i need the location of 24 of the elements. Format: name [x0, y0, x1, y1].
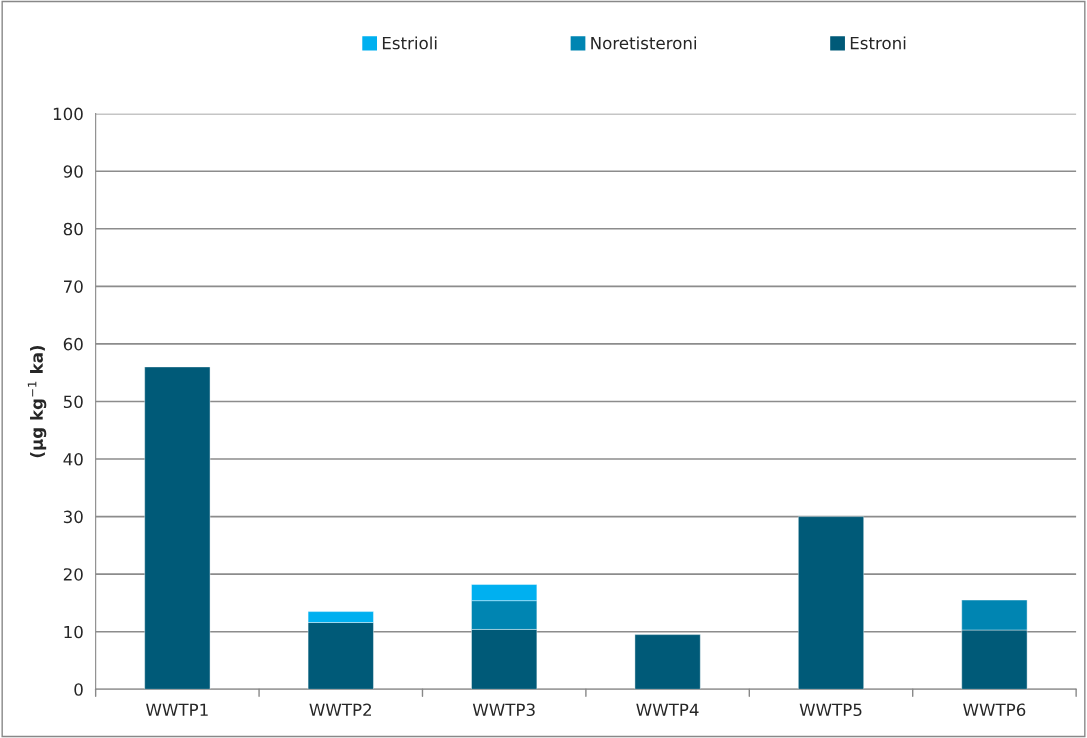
y-tick-label: 80 [63, 222, 83, 236]
y-axis-title: (µg kg$^{−1}$ ka) [27, 345, 47, 458]
y-tick-label: 0 [74, 683, 83, 696]
legend-label: Noretisteroni [591, 36, 697, 50]
y-tick-label: 90 [63, 165, 83, 178]
y-tick-label: 50 [63, 395, 83, 409]
x-tick-label: WWTP5 [799, 703, 862, 717]
legend-label: Estroni [850, 36, 906, 50]
y-tick-label: 40 [63, 453, 83, 466]
bar [144, 366, 211, 690]
y-tick-label: 60 [63, 337, 83, 351]
y-tick-label: 30 [63, 510, 83, 524]
bar [798, 516, 864, 690]
x-tick-label: WWTP4 [636, 703, 699, 716]
y-tick-label: 100 [53, 107, 83, 121]
bar [634, 634, 701, 690]
x-tick-label: WWTP3 [472, 703, 535, 717]
x-tick-label: WWTP6 [963, 703, 1026, 717]
x-tick-label: WWTP2 [309, 703, 371, 716]
x-tick-label: WWTP1 [146, 703, 208, 716]
y-tick-label: 20 [63, 568, 83, 581]
y-tick-label: 10 [64, 625, 83, 639]
legend-label: Estrioli [382, 36, 437, 50]
y-tick-label: 70 [64, 280, 83, 293]
